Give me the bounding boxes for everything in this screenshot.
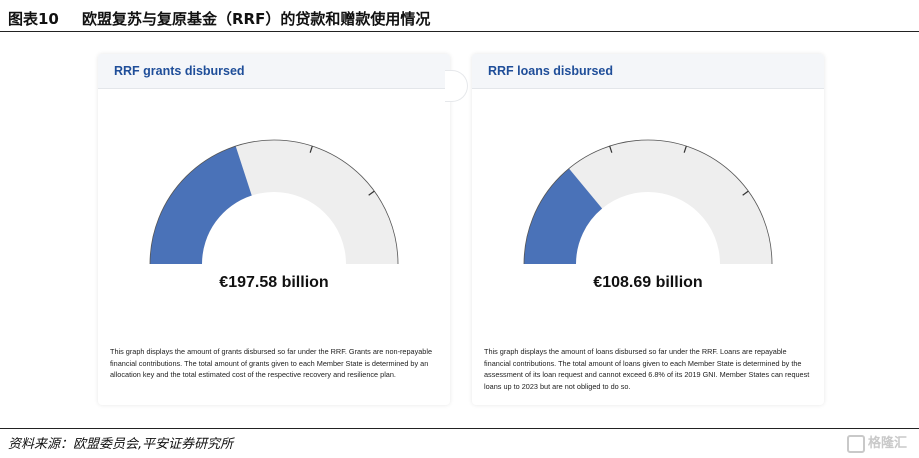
grants-gauge [149, 139, 399, 265]
loans-description: This graph displays the amount of loans … [484, 347, 810, 391]
gauge-tick [368, 190, 375, 196]
gauge-outline [149, 139, 399, 265]
gauge-filled-arc [150, 146, 252, 264]
gauge-tick [309, 145, 313, 153]
source-note: 资料来源：欧盟委员会,平安证券研究所 [8, 437, 234, 452]
gauge-tick [742, 190, 749, 196]
watermark: 格隆汇 [846, 432, 907, 453]
loans-value: €108.69 billion [593, 274, 703, 291]
grants-panel-header: RRF grants disbursed [98, 54, 450, 89]
gauge-outline [523, 139, 773, 265]
loans-panel-title: RRF loans disbursed [488, 64, 614, 78]
figure-number: 图表10 [8, 10, 59, 28]
grants-panel: RRF grants disbursed €197.58 billion Thi… [98, 54, 450, 405]
loans-panel-header: RRF loans disbursed [472, 54, 824, 89]
loans-panel: RRF loans disbursed €108.69 billion This… [472, 54, 824, 405]
grants-value: €197.58 billion [219, 274, 329, 291]
watermark-logo-icon [846, 434, 865, 453]
watermark-text: 格隆汇 [867, 436, 907, 451]
grants-description: This graph displays the amount of grants… [110, 347, 433, 379]
gauge-filled-arc [524, 168, 603, 264]
figure-header: 图表10 欧盟复苏与复原基金（RRF）的贷款和赠款使用情况 [0, 0, 919, 32]
gauge-tick [609, 145, 613, 153]
panel-connector [445, 70, 468, 102]
gauge-tick [683, 145, 687, 153]
figure-title: 欧盟复苏与复原基金（RRF）的贷款和赠款使用情况 [82, 10, 431, 28]
grants-panel-title: RRF grants disbursed [114, 64, 245, 78]
figure-footer: 资料来源：欧盟委员会,平安证券研究所 格隆汇 [0, 428, 919, 458]
gauge-remaining-arc [524, 140, 772, 264]
loans-gauge [523, 139, 773, 265]
